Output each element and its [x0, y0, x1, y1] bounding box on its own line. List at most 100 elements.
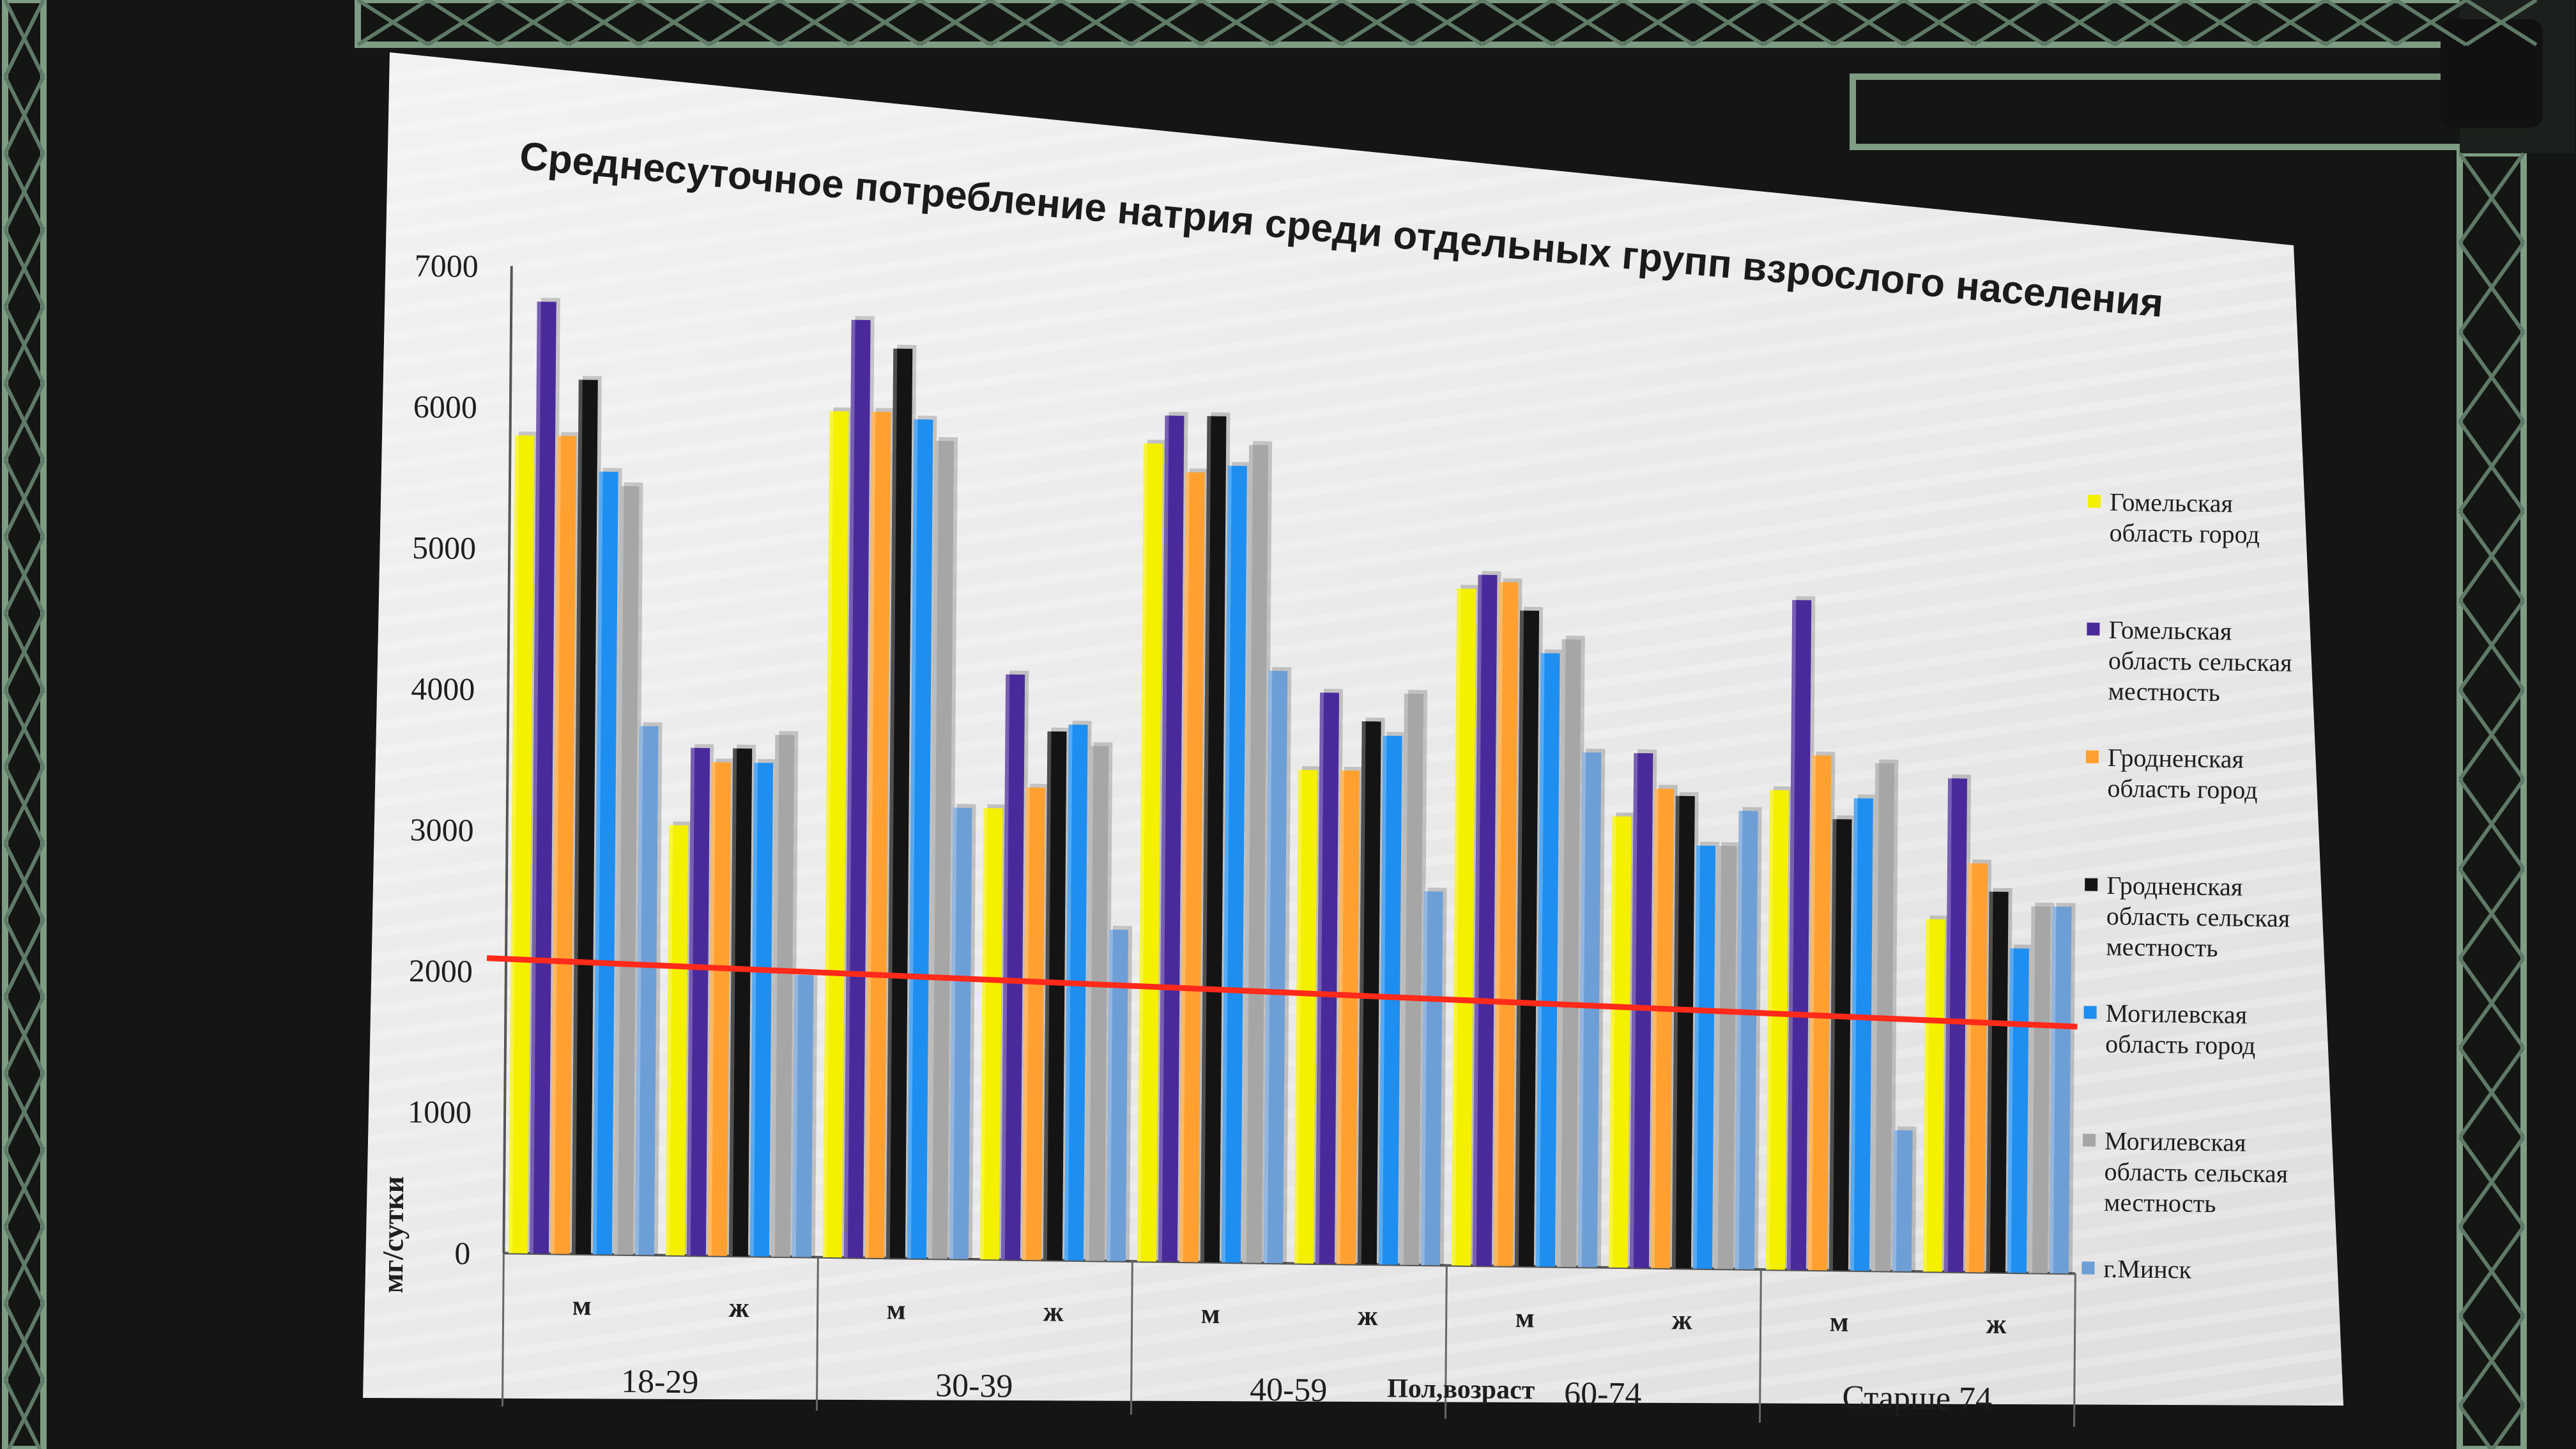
bar-highlight — [1137, 443, 1148, 1262]
legend-label: Гродненскаяобласть город — [2107, 743, 2258, 804]
y-tick-label: 0 — [454, 1235, 470, 1271]
bar-highlight — [1514, 610, 1524, 1267]
bar-highlight — [665, 825, 673, 1255]
bar-highlight — [1922, 919, 1930, 1272]
bar — [1922, 919, 1945, 1272]
group-separator — [815, 1257, 819, 1411]
bar-highlight — [1828, 819, 1837, 1271]
y-axis-label: мг/сутки — [376, 1176, 410, 1293]
bar — [592, 471, 618, 1255]
bar-highlight — [1986, 891, 1993, 1273]
bar — [2028, 906, 2051, 1273]
bar-highlight — [1629, 753, 1638, 1268]
bar — [1263, 670, 1288, 1264]
y-axis: 0 1000 2000 3000 4000 5000 6000 7000 — [408, 247, 479, 1271]
group-separator — [501, 1253, 505, 1407]
bar-highlight — [770, 735, 779, 1257]
bar — [1671, 795, 1695, 1269]
bar-highlight — [1315, 693, 1324, 1264]
legend-swatch — [2082, 1133, 2096, 1147]
bar-highlight — [1294, 769, 1303, 1264]
bar — [1085, 746, 1109, 1261]
bar — [1828, 819, 1852, 1271]
age-group-label: Старше 74 — [1842, 1379, 1992, 1418]
bar-highlight — [1671, 795, 1680, 1269]
bar — [508, 435, 535, 1254]
x-axis-label: Пол,возраст — [1387, 1374, 1535, 1405]
legend-item: Гродненскаяобласть сельскаяместность — [2085, 871, 2290, 962]
bar — [1765, 790, 1789, 1270]
bar — [1200, 416, 1227, 1262]
bar-highlight — [1472, 574, 1482, 1266]
bar — [1357, 721, 1381, 1265]
bar-highlight — [1493, 582, 1503, 1266]
bar — [529, 302, 556, 1254]
bar-highlight — [1451, 588, 1461, 1266]
x-tick-label: ж — [729, 1292, 749, 1323]
y-axis-line — [502, 266, 513, 1254]
bar-highlight — [1085, 746, 1094, 1261]
legend-swatch — [2087, 622, 2100, 636]
bar — [822, 411, 849, 1258]
bar-highlight — [1420, 891, 1428, 1266]
legend-label: Гомельскаяобласть сельскаяместность — [2108, 615, 2292, 708]
bar-highlight — [1000, 674, 1010, 1260]
bar — [1221, 465, 1247, 1263]
y-tick-label: 1000 — [408, 1094, 471, 1130]
age-group-label: 18-29 — [621, 1363, 699, 1401]
bar-highlight — [1263, 670, 1273, 1263]
x-tick-label: м — [1201, 1298, 1220, 1330]
y-tick-label: 4000 — [411, 671, 475, 707]
bar-highlight — [1692, 845, 1701, 1269]
legend-item: Гомельскаяобласть город — [2087, 487, 2260, 549]
group-separator — [1758, 1269, 1762, 1423]
bar — [1472, 574, 1498, 1266]
bar-highlight — [1892, 1130, 1897, 1271]
bar — [665, 825, 689, 1256]
legend-label: Гомельскаяобласть город — [2109, 487, 2260, 549]
legend-label: Могилевскаяобласть сельскаяместность — [2104, 1126, 2288, 1219]
bar-highlight — [1378, 735, 1387, 1265]
bar-highlight — [2007, 948, 2014, 1273]
bar-highlight — [529, 302, 541, 1254]
bar — [1294, 769, 1318, 1264]
bar — [1650, 788, 1674, 1269]
bar — [1986, 891, 2009, 1273]
bar-highlight — [571, 379, 583, 1254]
bar — [550, 436, 577, 1254]
bar — [949, 808, 972, 1259]
bar-highlight — [686, 747, 695, 1256]
bar-highlight — [2049, 906, 2057, 1273]
bar — [1786, 600, 1812, 1270]
bar — [979, 808, 1003, 1260]
bar — [571, 379, 598, 1255]
bar — [1315, 693, 1340, 1264]
bar-highlight — [1336, 770, 1345, 1264]
bar-highlight — [885, 348, 898, 1259]
legend-swatch — [2085, 750, 2099, 763]
x-tick-label: ж — [1358, 1300, 1378, 1331]
bar — [1158, 415, 1184, 1262]
y-tick-label: 6000 — [413, 388, 477, 425]
y-tick-label: 3000 — [410, 811, 473, 848]
bar-highlight — [1577, 752, 1586, 1268]
bar — [1892, 1130, 1913, 1272]
bar-highlight — [1650, 788, 1659, 1268]
age-group-label: 40-59 — [1250, 1372, 1328, 1409]
bar — [1043, 731, 1067, 1261]
bar — [1577, 752, 1602, 1268]
bar-highlight — [1786, 600, 1797, 1270]
age-group-label: 30-39 — [935, 1367, 1013, 1405]
age-group-label: 60-74 — [1564, 1376, 1642, 1413]
x-tick-label: м — [887, 1294, 906, 1325]
bar — [1022, 787, 1045, 1261]
bar — [1064, 724, 1088, 1261]
legend-item: Могилевскаяобласть сельскаяместность — [2082, 1126, 2288, 1219]
bar-highlight — [1242, 445, 1254, 1263]
bar-highlight — [1158, 415, 1169, 1262]
bar-highlight — [749, 762, 758, 1257]
bar-highlight — [707, 762, 716, 1256]
bar-highlight — [822, 411, 834, 1257]
legend-swatch — [2083, 1006, 2097, 1019]
